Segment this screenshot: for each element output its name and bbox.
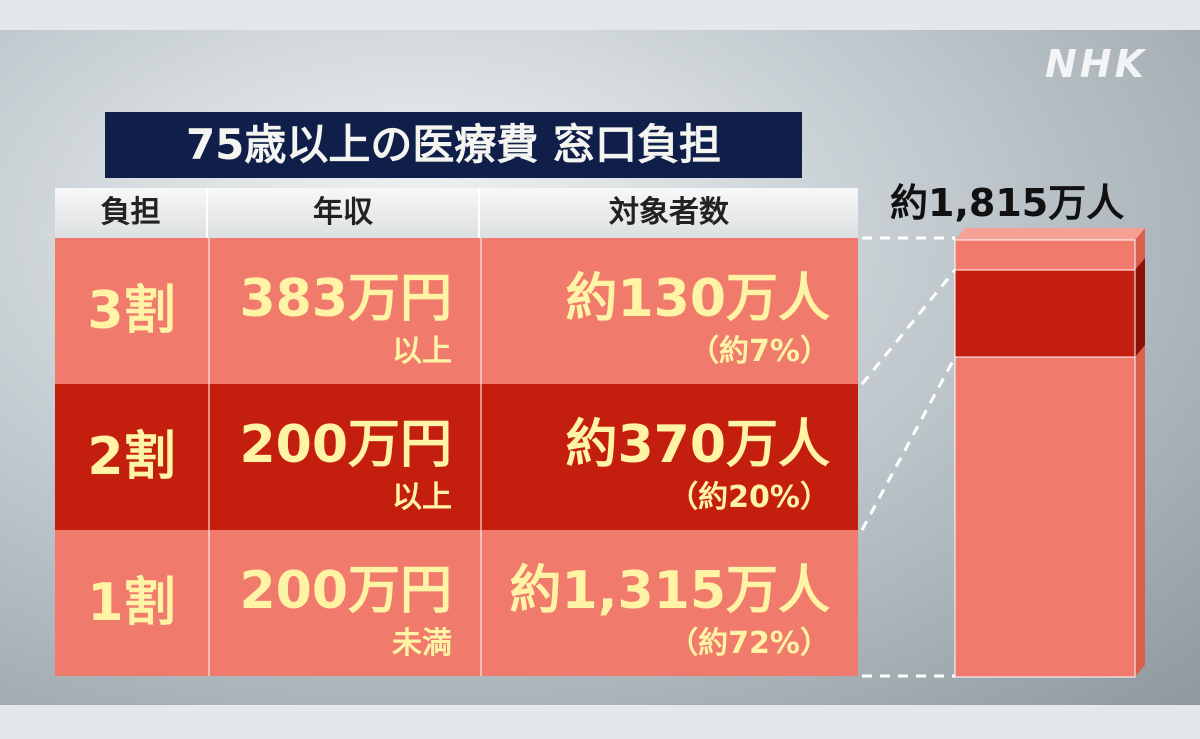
count-cell: 約1,315万人 （約72%）: [480, 530, 858, 676]
bar-segment-3wari: [954, 239, 1136, 271]
income-cell: 383万円以上: [208, 238, 482, 384]
count-share: （約20%）: [668, 480, 830, 515]
burden-cell: 3割: [55, 238, 210, 384]
burden-cell: 2割: [55, 384, 210, 530]
bar-segment-1wari: [954, 356, 1136, 678]
table-row: 1割 200万円 未満 約1,315万人 （約72%）: [55, 530, 858, 676]
column-header: 年収: [208, 188, 480, 238]
income-note: 以上: [392, 480, 452, 515]
income-note: 未満: [392, 626, 452, 661]
count-value: 約130万人: [565, 269, 830, 329]
count-share: （約72%）: [668, 626, 830, 661]
income-value: 200万円: [239, 561, 452, 621]
income-cell: 200万円以上: [208, 384, 482, 530]
title: 75歳以上の医療費 窓口負担: [105, 112, 802, 178]
burden-cell: 1割: [55, 530, 210, 676]
count-cell: 約130万人 （約7%）: [480, 238, 858, 384]
bar-side-mid: [1135, 258, 1145, 357]
count-value: 約1,315万人: [509, 561, 830, 621]
bar-segment-2wari: [954, 269, 1136, 358]
total-label: 約1,815万人: [890, 181, 1125, 225]
column-header: 対象者数: [480, 188, 858, 238]
bar-top: [955, 228, 1145, 240]
income-cell: 200万円未満: [208, 530, 482, 676]
count-share: （約7%）: [689, 334, 830, 369]
connector-lines: [860, 236, 957, 678]
table-row: 2割 200万円 以上 約370万人 （約20%）: [55, 384, 858, 530]
count-cell: 約370万人 （約20%）: [480, 384, 858, 530]
count-value: 約370万人: [565, 415, 830, 475]
logo: NHK: [1045, 42, 1148, 86]
income-value: 383万円: [239, 269, 452, 329]
income-note: 以上: [392, 334, 452, 369]
column-header: 負担: [55, 188, 208, 238]
income-value: 200万円: [239, 415, 452, 475]
table-row: 3割 383万円 以上 約130万人 （約7%）: [55, 238, 858, 384]
